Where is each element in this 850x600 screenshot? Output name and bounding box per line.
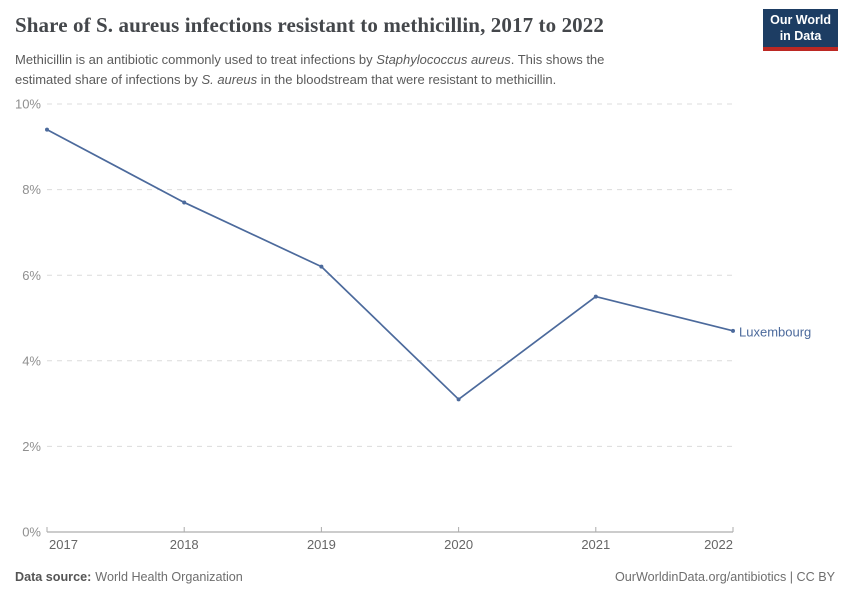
subtitle-species-name: Staphylococcus aureus [376, 52, 511, 67]
y-axis-tick-label: 0% [22, 525, 41, 540]
subtitle-line-1: Methicillin is an antibiotic commonly us… [15, 50, 715, 70]
x-axis-tick-label: 2018 [170, 537, 199, 552]
chart-subtitle: Methicillin is an antibiotic commonly us… [15, 50, 715, 89]
logo-line-1: Our World [770, 13, 831, 27]
chart-title: Share of S. aureus infections resistant … [15, 13, 604, 37]
subtitle-text: Methicillin is an antibiotic commonly us… [15, 52, 377, 67]
series-label: Luxembourg [739, 324, 811, 339]
data-source-label: Data source: [15, 570, 92, 584]
data-point [731, 328, 735, 333]
data-point [45, 127, 49, 132]
data-source: Data source: World Health Organization [15, 570, 243, 584]
data-point [456, 397, 461, 402]
subtitle-line-2: estimated share of infections by S. aure… [15, 70, 715, 90]
logo-line-2: in Data [779, 28, 822, 43]
subtitle-text: . This shows the [510, 52, 605, 67]
x-axis-tick-label: 2020 [444, 537, 473, 552]
y-axis-tick-label: 10% [15, 97, 41, 112]
data-source-value: World Health Organization [95, 570, 243, 584]
data-point [182, 200, 187, 205]
y-axis-tick-label: 2% [22, 439, 41, 454]
y-axis-tick-label: 6% [22, 268, 41, 283]
subtitle-species-name: S. aureus [201, 71, 258, 87]
subtitle-text: estimated share of infections by [15, 71, 202, 87]
x-axis-tick-label: 2019 [307, 537, 336, 552]
y-axis-tick-label: 4% [22, 353, 41, 368]
chart-footer: Data source: World Health Organization O… [15, 567, 835, 587]
subtitle-text: in the bloodstream that were resistant t… [257, 71, 557, 87]
y-axis-tick-label: 8% [22, 182, 41, 197]
data-point [593, 294, 598, 299]
x-axis-tick-label: 2022 [704, 537, 733, 552]
data-point [319, 264, 324, 269]
x-axis-tick-label: 2021 [581, 537, 610, 552]
owid-logo: Our World in Data [763, 9, 838, 51]
license-note: OurWorldinData.org/antibiotics | CC BY [614, 570, 835, 584]
x-axis-tick-label: 2017 [49, 537, 78, 552]
data-line-luxembourg [46, 128, 734, 401]
